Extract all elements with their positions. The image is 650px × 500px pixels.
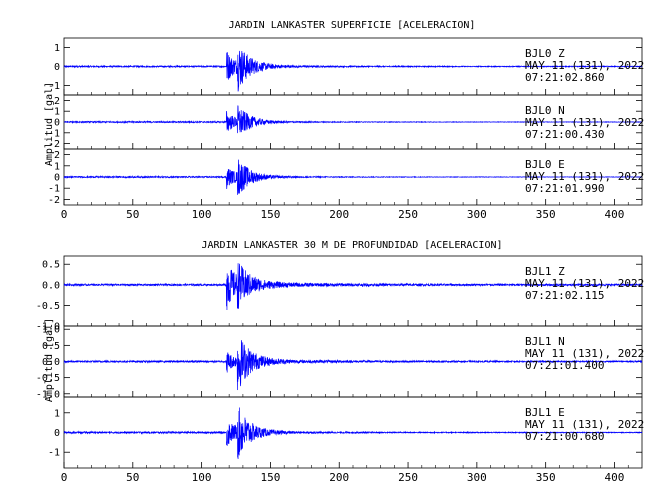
chart-title-surface: JARDIN LANKASTER SUPERFICIE [ACELERACION…	[229, 20, 476, 31]
y-tick-label: 1	[54, 107, 60, 118]
acceleration-trace	[63, 407, 643, 459]
y-tick-label: -2	[48, 195, 60, 206]
y-tick-label: 0	[54, 173, 60, 184]
y-tick-label: 0	[54, 428, 60, 439]
time-label: 07:21:01.990	[525, 182, 604, 195]
acceleration-trace	[63, 340, 643, 391]
x-tick-label: 50	[126, 471, 139, 484]
y-tick-label: 2	[54, 150, 60, 161]
date-label: MAY 11 (131), 2022	[525, 347, 644, 360]
y-tick-label: 0.5	[42, 260, 60, 271]
x-tick-label: 300	[467, 471, 487, 484]
x-tick-label: 250	[398, 471, 418, 484]
date-label: MAY 11 (131), 2022	[525, 116, 644, 129]
x-tick-label: 400	[605, 471, 625, 484]
y-tick-label: -0.5	[36, 373, 60, 384]
station-label: BJL0 E	[525, 158, 565, 171]
y-tick-label: 0.0	[42, 357, 60, 368]
time-label: 07:21:02.860	[525, 71, 604, 84]
y-tick-label: -1	[48, 448, 60, 459]
y-tick-label: -1.0	[36, 322, 60, 333]
y-tick-label: 0	[54, 62, 60, 73]
x-tick-label: 100	[192, 471, 212, 484]
acceleration-trace	[63, 105, 643, 134]
y-axis-label-depth: Amplitud [gal]	[44, 318, 55, 402]
station-label: BJL1 N	[525, 335, 565, 348]
x-tick-label: 50	[126, 208, 139, 221]
x-tick-label: 200	[329, 471, 349, 484]
date-label: MAY 11 (131), 2022	[525, 277, 644, 290]
y-tick-label: -1	[48, 128, 60, 139]
date-label: MAY 11 (131), 2022	[525, 170, 644, 183]
x-tick-label: 0	[61, 471, 68, 484]
time-label: 07:21:00.680	[525, 430, 604, 443]
acceleration-trace	[63, 159, 643, 195]
y-tick-label: 1	[54, 408, 60, 419]
acceleration-trace	[63, 263, 643, 311]
station-label: BJL0 Z	[525, 47, 565, 60]
y-tick-label: 0.0	[42, 280, 60, 291]
y-tick-label: -2	[48, 139, 60, 150]
x-tick-label: 0	[61, 208, 68, 221]
x-tick-label: 100	[192, 208, 212, 221]
date-label: MAY 11 (131), 2022	[525, 59, 644, 72]
y-tick-label: 0.5	[42, 341, 60, 352]
station-label: BJL1 E	[525, 406, 565, 419]
station-label: BJL1 Z	[525, 265, 565, 278]
y-tick-label: -1	[48, 184, 60, 195]
x-tick-label: 150	[260, 208, 280, 221]
y-tick-label: 2	[54, 96, 60, 107]
x-tick-label: 150	[260, 471, 280, 484]
x-tick-label: 350	[536, 208, 556, 221]
acceleration-trace	[63, 50, 643, 92]
station-label: BJL0 N	[525, 104, 565, 117]
y-tick-label: 1	[54, 161, 60, 172]
x-tick-label: 350	[536, 471, 556, 484]
x-tick-label: 300	[467, 208, 487, 221]
time-label: 07:21:02.115	[525, 289, 604, 302]
chart-title-depth: JARDIN LANKASTER 30 M DE PROFUNDIDAD [AC…	[201, 240, 502, 251]
y-tick-label: 1	[54, 43, 60, 54]
y-tick-label: -0.5	[36, 301, 60, 312]
time-label: 07:21:01.400	[525, 359, 604, 372]
y-tick-label: 0	[54, 118, 60, 129]
time-label: 07:21:00.430	[525, 128, 604, 141]
y-axis-label-surface: Amplitud [gal]	[44, 82, 55, 166]
y-tick-label: -1	[48, 81, 60, 92]
x-tick-label: 400	[605, 208, 625, 221]
y-tick-label: 1.0	[42, 325, 60, 336]
date-label: MAY 11 (131), 2022	[525, 418, 644, 431]
x-tick-label: 250	[398, 208, 418, 221]
x-tick-label: 200	[329, 208, 349, 221]
y-tick-label: -1.0	[36, 389, 60, 400]
